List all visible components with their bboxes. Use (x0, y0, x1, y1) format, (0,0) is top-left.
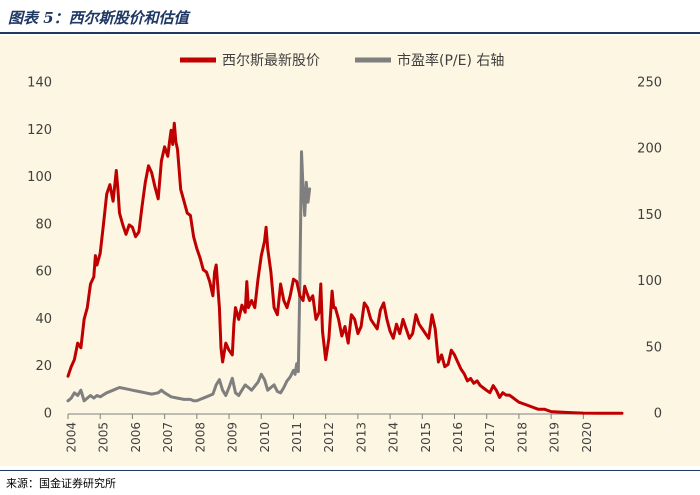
y-left-tick-label: 40 (35, 312, 52, 327)
x-tick-label: 2008 (193, 422, 207, 453)
x-tick-label: 2007 (161, 422, 175, 453)
x-tick-label: 2011 (290, 422, 304, 453)
pe-series-line (66, 150, 312, 403)
y-right-tick-label: 150 (637, 208, 662, 223)
y-left-tick-label: 80 (35, 217, 52, 232)
x-tick-label: 2019 (548, 422, 562, 453)
legend-price-label: 西尔斯最新股价 (222, 53, 320, 69)
title-rule (0, 32, 700, 34)
x-tick-label: 2013 (354, 422, 368, 453)
y-left-tick-label: 20 (35, 359, 52, 374)
x-tick-label: 2005 (97, 422, 111, 453)
x-tick-label: 2009 (226, 422, 240, 453)
x-tick-label: 2020 (580, 422, 594, 453)
source-note: 来源：国金证券研究所 (6, 477, 116, 490)
x-tick-label: 2010 (258, 422, 272, 453)
y-left-tick-label: 140 (27, 76, 52, 91)
x-tick-label: 2004 (65, 422, 79, 453)
chart-panel: 2004 2005 2006 2007 2008 2009 2010 2011 2012 2013… (0, 36, 700, 466)
x-tick-label: 2016 (451, 422, 465, 453)
x-tick-label: 2017 (483, 422, 497, 453)
x-tick-label: 2014 (387, 422, 401, 453)
y-right-tick-label: 200 (637, 142, 662, 157)
y-left-tick-label: 0 (44, 407, 52, 422)
x-tick-label: 2015 (419, 422, 433, 453)
y-right-tick-label: 100 (637, 274, 662, 289)
x-tick-label: 2012 (322, 422, 336, 453)
x-tick-label: 2018 (515, 422, 529, 453)
y-right-tick-label: 0 (654, 407, 662, 422)
price-series-line (66, 121, 624, 415)
y-left-tick-label: 100 (27, 170, 52, 185)
chart-svg: 2004 2005 2006 2007 2008 2009 2010 2011 2012 2013… (27, 52, 662, 453)
legend-pe-label: 市盈率(P/E) 右轴 (397, 52, 504, 69)
y-left-tick-label: 60 (35, 265, 52, 280)
y-right-tick-label: 250 (637, 76, 662, 91)
y-left-tick-label: 120 (27, 123, 52, 138)
y-right-tick-label: 50 (645, 340, 662, 355)
source-rule (0, 470, 700, 471)
figure-title: 图表 5：西尔斯股价和估值 (8, 9, 189, 27)
x-tick-label: 2006 (129, 422, 143, 453)
